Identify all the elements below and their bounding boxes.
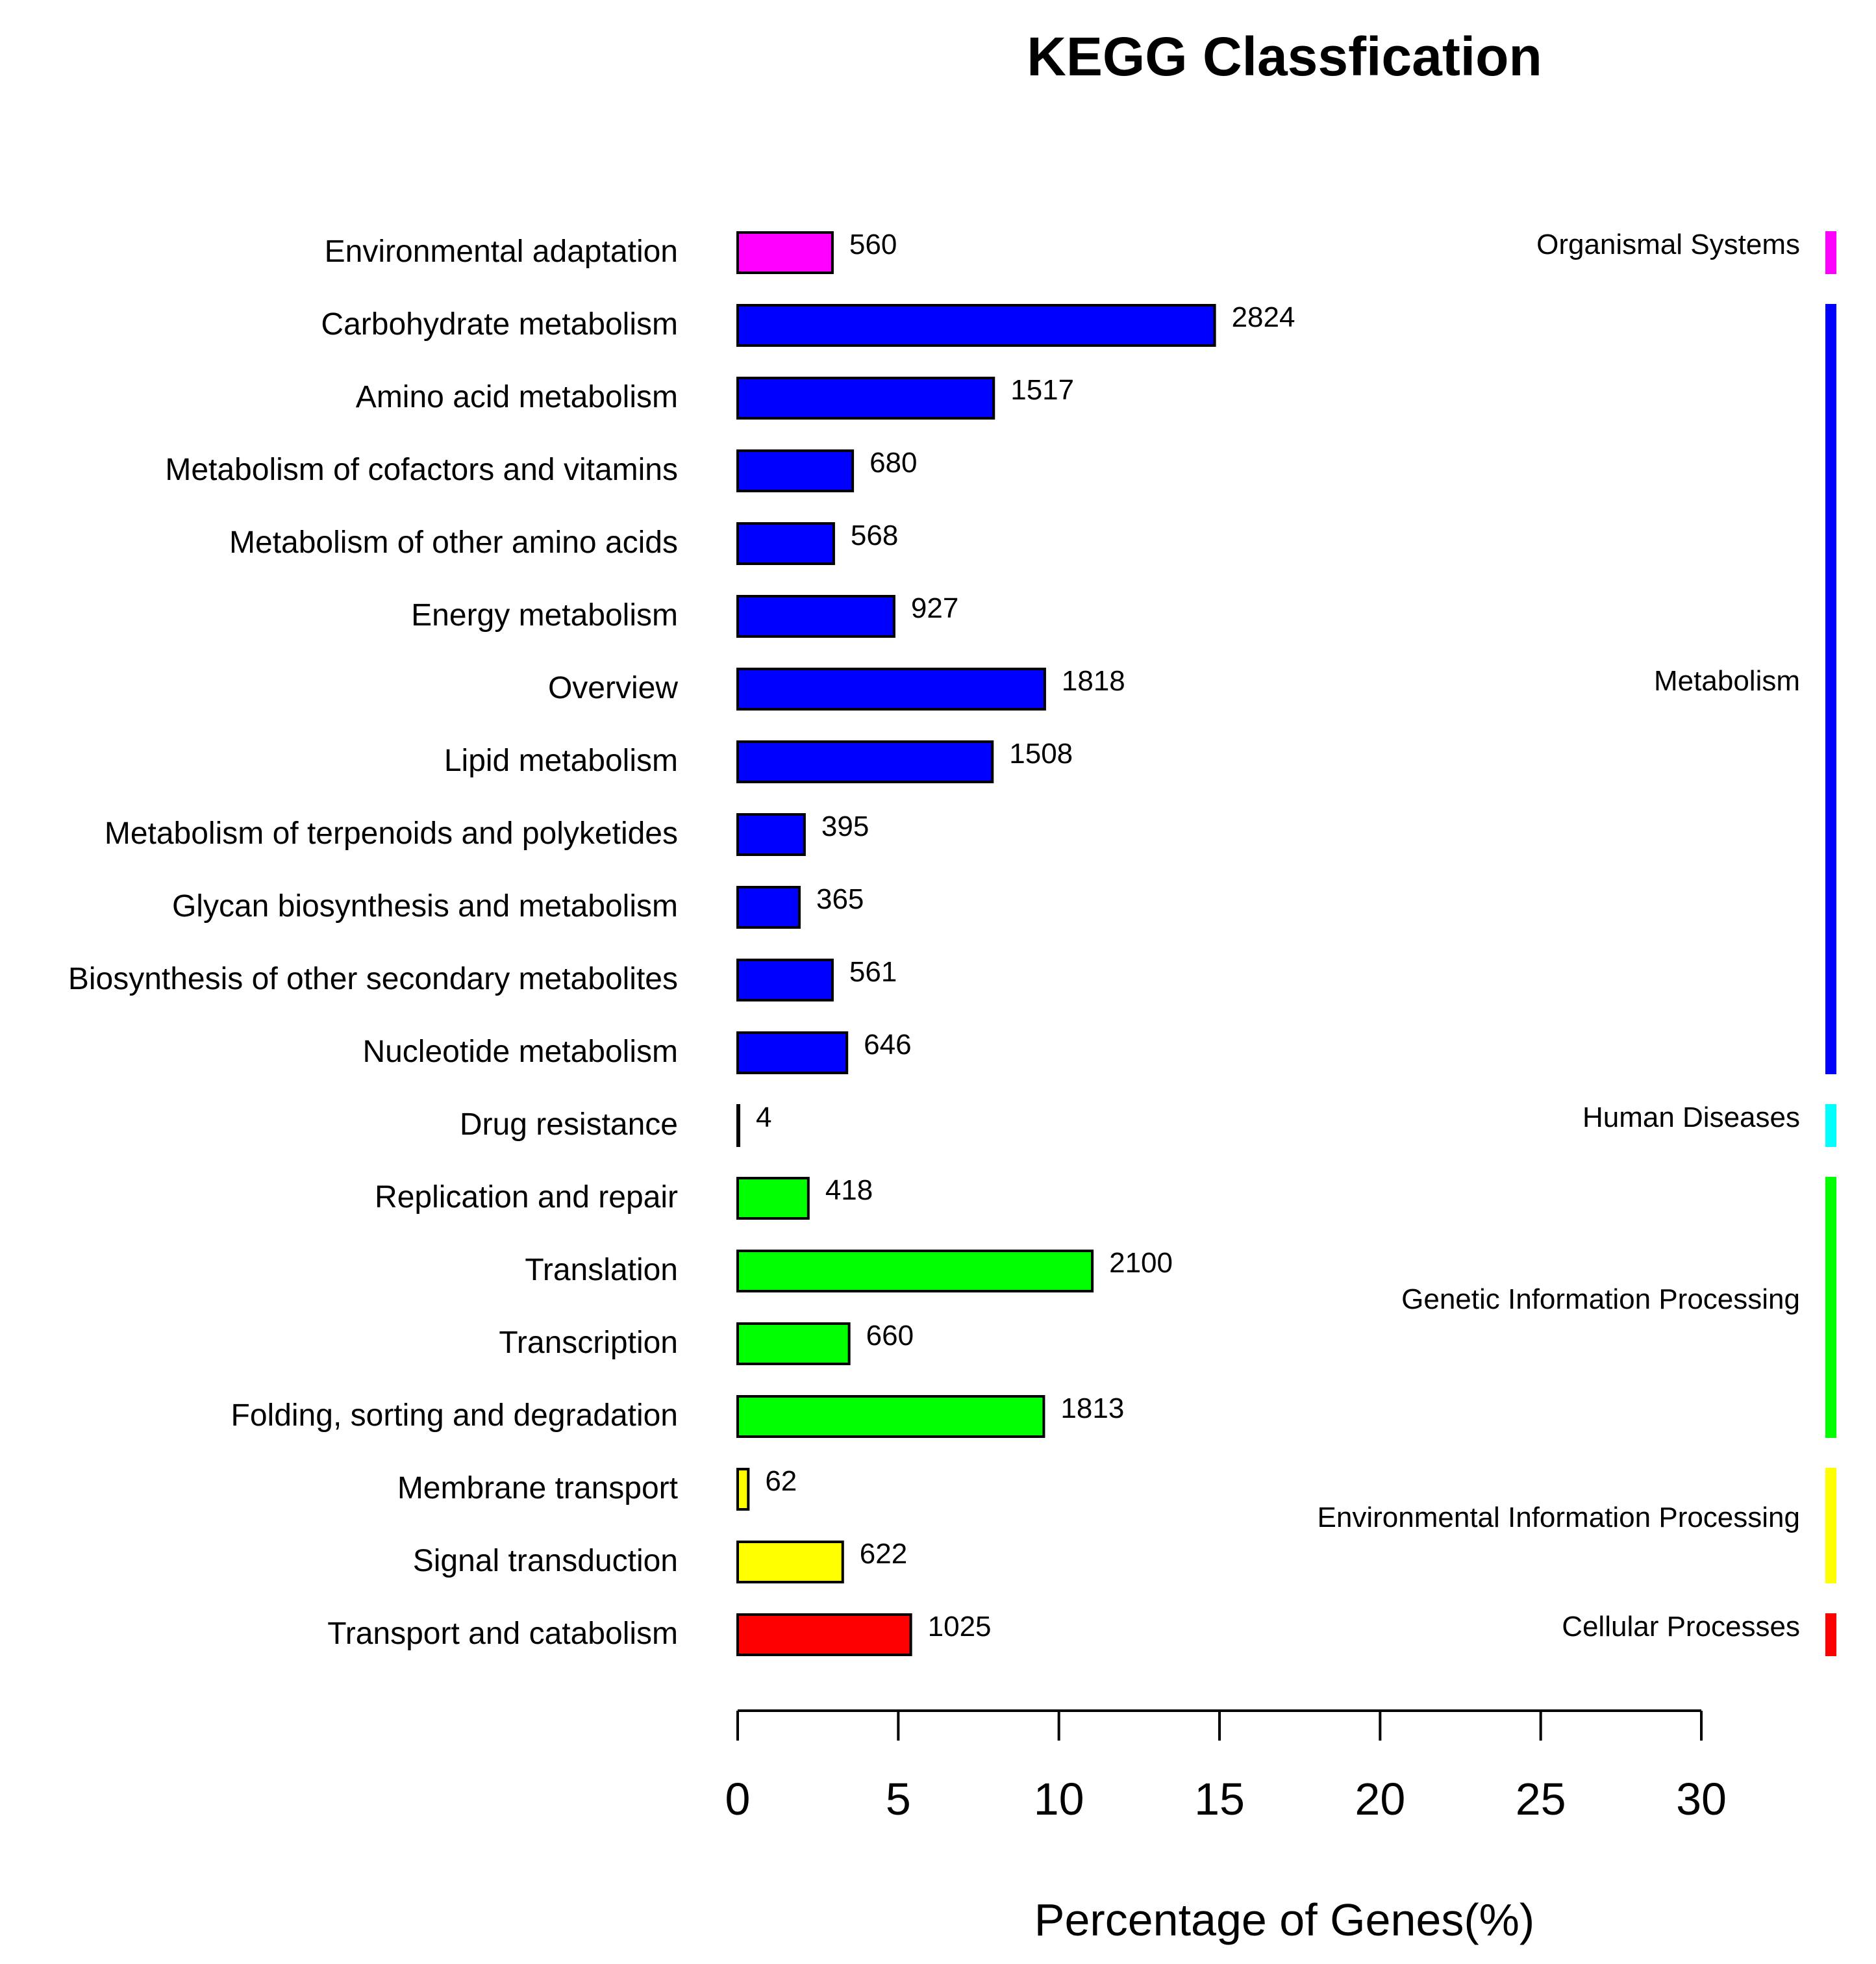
- bar-replication-and-repair: [736, 1177, 810, 1220]
- data-label-nucleotide-metabolism: 646: [864, 1029, 911, 1061]
- category-label-membrane-transport: Membrane transport: [397, 1471, 678, 1505]
- category-label-biosynthesis-of-other-secondary-metabolites: Biosynthesis of other secondary metaboli…: [68, 962, 678, 996]
- x-axis-label: Percentage of Genes(%): [1034, 1895, 1534, 1945]
- x-axis: 0 5 10 15 20 25 30: [725, 1709, 1727, 1824]
- group-label-environmental-information-processing: Environmental Information Processing: [1318, 1502, 1800, 1533]
- group-bar-human-diseases: [1825, 1104, 1836, 1147]
- data-label-replication-and-repair: 418: [825, 1174, 873, 1206]
- data-label-folding-sorting-and-degradation: 1813: [1060, 1392, 1124, 1424]
- category-label-translation: Translation: [525, 1253, 678, 1287]
- category-label-replication-and-repair: Replication and repair: [375, 1180, 678, 1215]
- bar-membrane-transport: [736, 1468, 750, 1511]
- data-label-metabolism-of-cofactors-and-vitamins: 680: [869, 447, 917, 479]
- x-tick-label-20: 20: [1355, 1774, 1405, 1824]
- bar-transcription: [736, 1322, 851, 1365]
- category-label-environmental-adaptation: Environmental adaptation: [325, 234, 678, 269]
- data-label-membrane-transport: 62: [765, 1465, 797, 1497]
- x-tick-label-0: 0: [725, 1774, 751, 1824]
- x-tick-label-5: 5: [886, 1774, 911, 1824]
- group-label-human-diseases: Human Diseases: [1582, 1102, 1800, 1133]
- category-label-transport-and-catabolism: Transport and catabolism: [327, 1617, 678, 1651]
- bar-nucleotide-metabolism: [736, 1031, 849, 1074]
- data-label-metabolism-of-other-amino-acids: 568: [851, 520, 898, 551]
- bar-biosynthesis-of-other-secondary-metabolites: [736, 959, 834, 1001]
- group-annotations: Organismal Systems Metabolism Human Diseas…: [1318, 229, 1836, 1656]
- x-tick-label-10: 10: [1034, 1774, 1084, 1824]
- category-label-nucleotide-metabolism: Nucleotide metabolism: [362, 1035, 678, 1069]
- data-label-metabolism-of-terpenoids-and-polyketides: 395: [821, 811, 869, 842]
- data-label-overview: 1818: [1062, 665, 1125, 697]
- group-label-organismal-systems: Organismal Systems: [1536, 229, 1800, 260]
- bars-layer: Environmental adaptation 560 Carbohydrate …: [68, 229, 1295, 1656]
- bar-environmental-adaptation: [736, 231, 834, 274]
- bar-carbohydrate-metabolism: [736, 304, 1216, 347]
- data-label-amino-acid-metabolism: 1517: [1010, 374, 1074, 406]
- category-label-glycan-biosynthesis-and-metabolism: Glycan biosynthesis and metabolism: [172, 889, 678, 924]
- data-label-energy-metabolism: 927: [911, 592, 958, 624]
- data-label-translation: 2100: [1109, 1247, 1173, 1279]
- category-label-overview: Overview: [548, 671, 678, 705]
- data-label-lipid-metabolism: 1508: [1009, 738, 1073, 770]
- bar-lipid-metabolism: [736, 740, 994, 783]
- data-label-transcription: 660: [866, 1320, 914, 1352]
- group-bar-environmental-information-processing: [1825, 1468, 1836, 1583]
- group-label-cellular-processes: Cellular Processes: [1562, 1611, 1800, 1643]
- data-label-drug-resistance: 4: [756, 1102, 771, 1133]
- bar-drug-resistance: [736, 1104, 740, 1147]
- bar-folding-sorting-and-degradation: [736, 1395, 1045, 1438]
- bar-metabolism-of-cofactors-and-vitamins: [736, 449, 855, 492]
- data-label-environmental-adaptation: 560: [849, 229, 897, 260]
- x-tick-label-30: 30: [1676, 1774, 1727, 1824]
- bar-metabolism-of-terpenoids-and-polyketides: [736, 813, 806, 856]
- group-label-metabolism: Metabolism: [1654, 665, 1800, 697]
- bar-overview: [736, 668, 1046, 711]
- bar-translation: [736, 1250, 1094, 1292]
- data-label-glycan-biosynthesis-and-metabolism: 365: [816, 883, 864, 915]
- category-label-metabolism-of-other-amino-acids: Metabolism of other amino acids: [229, 525, 678, 560]
- bar-transport-and-catabolism: [736, 1613, 912, 1656]
- group-bar-metabolism: [1825, 304, 1836, 1074]
- group-bar-genetic-information-processing: [1825, 1177, 1836, 1438]
- category-label-energy-metabolism: Energy metabolism: [411, 598, 678, 633]
- bar-glycan-biosynthesis-and-metabolism: [736, 886, 801, 929]
- group-bar-cellular-processes: [1825, 1613, 1836, 1656]
- category-label-transcription: Transcription: [499, 1326, 678, 1360]
- category-label-amino-acid-metabolism: Amino acid metabolism: [356, 380, 678, 414]
- group-bar-organismal-systems: [1825, 231, 1836, 274]
- category-label-carbohydrate-metabolism: Carbohydrate metabolism: [321, 307, 678, 342]
- category-label-metabolism-of-terpenoids-and-polyketides: Metabolism of terpenoids and polyketides: [105, 816, 678, 851]
- data-label-signal-transduction: 622: [860, 1538, 907, 1570]
- bar-energy-metabolism: [736, 595, 895, 638]
- category-label-drug-resistance: Drug resistance: [460, 1107, 678, 1142]
- x-tick-label-25: 25: [1516, 1774, 1566, 1824]
- category-label-folding-sorting-and-degradation: Folding, sorting and degradation: [231, 1398, 678, 1433]
- bar-amino-acid-metabolism: [736, 377, 995, 420]
- category-label-signal-transduction: Signal transduction: [413, 1544, 678, 1578]
- bar-signal-transduction: [736, 1541, 844, 1583]
- data-label-transport-and-catabolism: 1025: [928, 1611, 992, 1643]
- x-tick-label-15: 15: [1194, 1774, 1245, 1824]
- data-label-carbohydrate-metabolism: 2824: [1232, 301, 1295, 333]
- chart-title: KEGG Classfication: [1027, 26, 1542, 87]
- category-label-lipid-metabolism: Lipid metabolism: [444, 744, 678, 778]
- data-label-biosynthesis-of-other-secondary-metabolites: 561: [849, 956, 897, 988]
- group-label-genetic-information-processing: Genetic Information Processing: [1401, 1283, 1800, 1315]
- category-label-metabolism-of-cofactors-and-vitamins: Metabolism of cofactors and vitamins: [165, 453, 678, 487]
- bar-metabolism-of-other-amino-acids: [736, 522, 835, 565]
